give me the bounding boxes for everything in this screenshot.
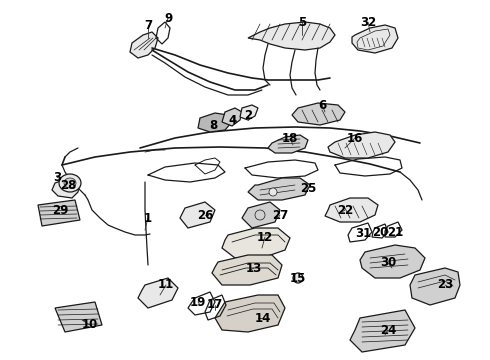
Text: 13: 13 — [246, 261, 262, 274]
Polygon shape — [328, 132, 395, 158]
Polygon shape — [350, 310, 415, 352]
Polygon shape — [130, 32, 158, 58]
Text: 19: 19 — [190, 296, 206, 309]
Polygon shape — [38, 200, 80, 226]
Polygon shape — [215, 295, 285, 332]
Text: 2: 2 — [244, 108, 252, 122]
Polygon shape — [222, 108, 242, 126]
Text: 1: 1 — [144, 212, 152, 225]
Polygon shape — [242, 202, 280, 228]
Text: 26: 26 — [197, 208, 213, 221]
Polygon shape — [240, 105, 258, 120]
Ellipse shape — [59, 174, 81, 192]
Text: 29: 29 — [52, 203, 68, 216]
Text: 12: 12 — [257, 230, 273, 243]
Text: 21: 21 — [387, 225, 403, 239]
Text: 3: 3 — [53, 171, 61, 184]
Text: 16: 16 — [347, 131, 363, 144]
Text: 32: 32 — [360, 15, 376, 28]
Text: 28: 28 — [60, 179, 76, 192]
Text: 18: 18 — [282, 131, 298, 144]
Text: 10: 10 — [82, 319, 98, 332]
Polygon shape — [52, 177, 80, 198]
Text: 6: 6 — [318, 99, 326, 112]
Polygon shape — [248, 178, 310, 200]
Text: 4: 4 — [229, 113, 237, 126]
Text: 30: 30 — [380, 256, 396, 270]
Text: 23: 23 — [437, 279, 453, 292]
Polygon shape — [268, 135, 308, 153]
Polygon shape — [198, 113, 232, 132]
Polygon shape — [138, 278, 178, 308]
Text: 25: 25 — [300, 181, 316, 194]
Text: 7: 7 — [144, 18, 152, 32]
Polygon shape — [360, 245, 425, 278]
Text: 15: 15 — [290, 271, 306, 284]
Polygon shape — [325, 198, 378, 222]
Text: 11: 11 — [158, 279, 174, 292]
Polygon shape — [180, 202, 215, 228]
Ellipse shape — [269, 188, 277, 196]
Polygon shape — [410, 268, 460, 305]
Polygon shape — [222, 228, 290, 258]
Polygon shape — [292, 103, 345, 125]
Polygon shape — [55, 302, 102, 332]
Polygon shape — [352, 25, 398, 53]
Text: 24: 24 — [380, 324, 396, 337]
Text: 20: 20 — [372, 225, 388, 239]
Polygon shape — [248, 22, 335, 50]
Ellipse shape — [64, 178, 76, 188]
Text: 9: 9 — [164, 12, 172, 24]
Text: 22: 22 — [337, 203, 353, 216]
Text: 8: 8 — [209, 118, 217, 131]
Text: 5: 5 — [298, 15, 306, 28]
Text: 27: 27 — [272, 208, 288, 221]
Ellipse shape — [293, 273, 303, 283]
Text: 31: 31 — [355, 226, 371, 239]
Text: 17: 17 — [207, 298, 223, 311]
Polygon shape — [212, 255, 282, 285]
Text: 14: 14 — [255, 311, 271, 324]
